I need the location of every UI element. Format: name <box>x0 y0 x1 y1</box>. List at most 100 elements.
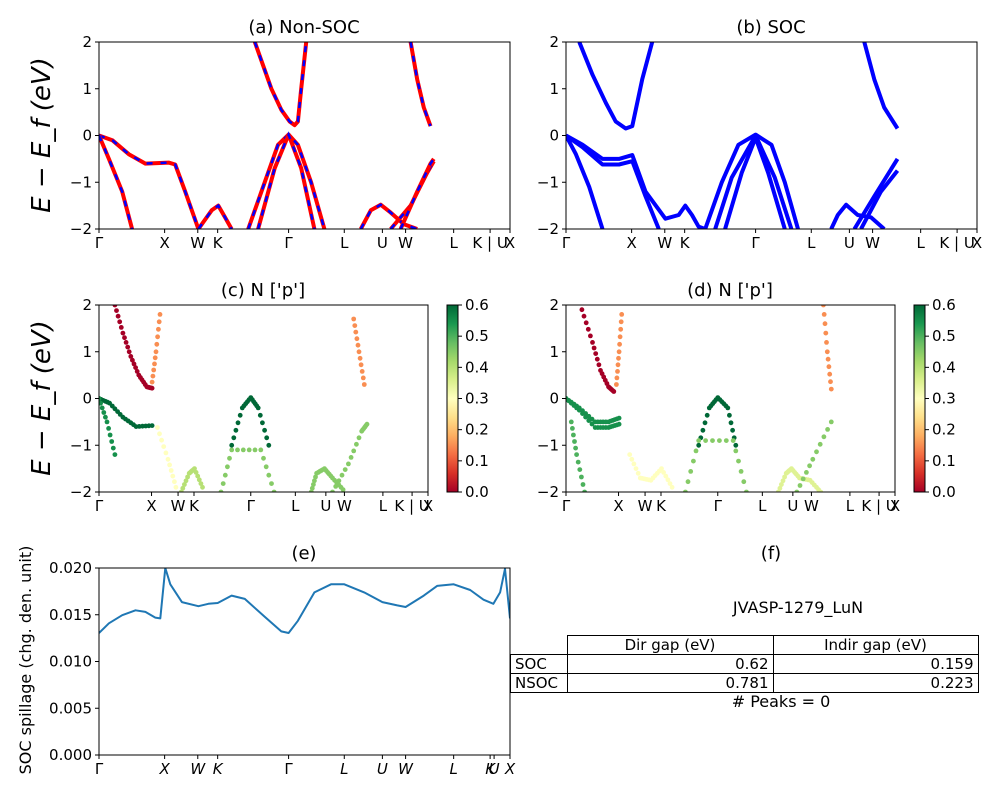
projected-band-point <box>131 361 137 367</box>
plot-area-c <box>99 305 370 492</box>
projected-band-point <box>218 489 224 492</box>
soc-band-line <box>862 42 900 130</box>
projected-band-point <box>333 484 339 489</box>
table-corner-cell <box>511 636 568 655</box>
projected-band-point <box>130 357 135 363</box>
soc-band-line <box>852 157 900 229</box>
ytick-label: −1 <box>70 436 92 454</box>
projected-band-point <box>351 448 357 454</box>
projected-band-point <box>266 472 272 478</box>
colorbar-tick-label: 0.0 <box>932 483 956 501</box>
projected-band-point <box>733 448 739 454</box>
xtick-label: W <box>337 497 352 515</box>
projected-band-point <box>821 434 827 440</box>
row-label-nsoc: NSOC <box>510 673 568 693</box>
projected-band-point <box>579 307 585 313</box>
soc-band-dash <box>359 203 418 229</box>
xtick-label: L <box>379 497 388 515</box>
projected-band-point <box>352 323 358 328</box>
xtick-label: X <box>890 497 900 515</box>
projected-band-point <box>779 482 784 487</box>
projected-band-point <box>264 435 270 441</box>
projected-band-point <box>616 415 622 421</box>
projected-band-point <box>196 477 202 483</box>
projected-band-point <box>807 463 812 469</box>
xtick-label: L <box>758 497 767 515</box>
projected-band-point <box>180 485 186 491</box>
projected-band-point <box>182 482 187 487</box>
projected-band-point <box>821 305 826 308</box>
nonsoc-band-line <box>252 42 309 128</box>
projected-band-point <box>804 470 809 475</box>
projected-band-point <box>260 420 265 426</box>
projected-band-point <box>117 319 123 325</box>
ytick-label: 0.000 <box>49 746 92 764</box>
xtick-label: K | U <box>861 497 896 515</box>
projected-band-point <box>134 369 140 374</box>
projected-band-point <box>703 438 708 443</box>
projected-band-point <box>702 420 708 426</box>
ytick-label: 2 <box>549 296 559 314</box>
soc-band-line <box>566 134 605 229</box>
colorbar-tick-label: 0.1 <box>932 452 956 470</box>
colorbar-tick-label: 0.3 <box>932 390 956 408</box>
projected-band-point <box>629 456 635 462</box>
projected-band-point <box>257 412 263 418</box>
table-row-soc: SOC 0.62 0.159 <box>510 654 979 674</box>
panel-a-title: (a) Non-SOC <box>248 17 359 38</box>
projected-band-point <box>356 435 362 441</box>
projected-band-point <box>220 481 226 486</box>
projected-band-point <box>252 447 258 453</box>
xtick-label: Γ <box>95 760 104 778</box>
ytick-label: −1 <box>537 173 559 191</box>
projected-band-point <box>115 313 121 319</box>
projected-band-point <box>99 400 103 406</box>
projected-band-point <box>192 466 197 471</box>
plot-area-e <box>99 568 510 634</box>
projected-band-point <box>725 405 731 411</box>
xtick-label: L <box>291 497 300 515</box>
projected-band-point <box>156 326 161 332</box>
ytick-label: 0 <box>549 390 559 408</box>
projected-band-point <box>266 442 272 448</box>
xtick-label: L <box>340 760 348 778</box>
projected-band-point <box>683 489 688 492</box>
nonsoc-band-line <box>99 133 201 229</box>
projected-band-point <box>153 349 159 355</box>
table-row-nsoc: NSOC 0.781 0.223 <box>510 673 979 693</box>
projected-band-point <box>106 426 111 431</box>
projected-band-point <box>150 373 156 379</box>
projected-band-point <box>161 444 167 449</box>
projected-band-point <box>123 340 129 345</box>
projected-band-point <box>152 355 158 361</box>
projected-band-point <box>616 355 621 361</box>
projected-band-point <box>133 365 139 370</box>
nsoc-indir-gap: 0.223 <box>772 673 979 693</box>
projected-band-point <box>152 361 157 367</box>
projected-band-point <box>185 474 191 480</box>
ylabel-spillage: SOC spillage (chg. den. unit) <box>16 546 35 775</box>
projected-band-point <box>156 319 162 325</box>
soc-band-dash <box>197 203 233 229</box>
projected-band-point <box>828 379 833 385</box>
panel-c-title: (c) N ['p'] <box>221 280 305 301</box>
projected-band-point <box>617 334 623 340</box>
ytick-label: 0 <box>82 127 92 145</box>
projected-band-point <box>103 414 108 420</box>
projected-band-point <box>825 356 831 362</box>
projected-band-point <box>583 320 589 326</box>
nonsoc-band-line <box>196 203 234 229</box>
projected-band-point <box>227 455 232 461</box>
projected-band-point <box>572 439 577 444</box>
axes-frame <box>565 41 978 230</box>
projected-band-point <box>685 479 691 485</box>
projected-band-point <box>704 412 710 418</box>
colorbar-tick-label: 0.6 <box>465 296 489 314</box>
projected-band-point <box>355 342 361 348</box>
projected-band-point <box>614 375 620 381</box>
projected-band-point <box>696 438 702 443</box>
projected-band-point <box>800 476 806 482</box>
nonsoc-band-line <box>408 42 433 127</box>
projected-band-point <box>356 349 362 355</box>
